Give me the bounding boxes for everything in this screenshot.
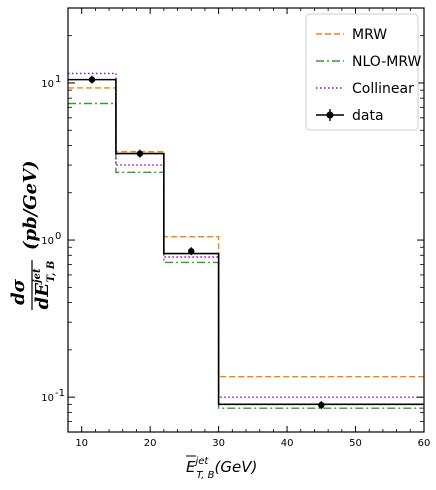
legend-box: [305, 13, 419, 131]
x-tick-label: 10: [75, 438, 88, 449]
y-tick-label: 10: [41, 236, 54, 247]
x-tick-label: 60: [418, 438, 431, 449]
legend-label-nlo-mrw: NLO-MRW: [352, 54, 421, 70]
y-label-denominator-sup: jet: [32, 268, 43, 285]
x-tick-label: 50: [349, 438, 362, 449]
legend-label-collinear: Collinear: [352, 81, 414, 97]
y-label-unit: (pb/GeV): [20, 160, 41, 250]
x-label-main: E: [186, 458, 196, 476]
y-axis-label: dσ dEjet T, B (pb/GeV): [8, 160, 57, 310]
legend-label-mrw: MRW: [352, 27, 387, 43]
y-tick-exponent: 1: [55, 74, 61, 85]
x-label-sub: T, B: [196, 470, 214, 481]
data-point: [88, 76, 96, 83]
x-axis-label: Ejet T, B(GeV): [186, 456, 257, 481]
y-label-denominator-sub: T, B: [46, 261, 57, 283]
legend-label-data: data: [352, 108, 384, 124]
x-label-unit: (GeV): [214, 458, 257, 476]
series-line-mrw: [68, 87, 424, 378]
series-line-data-histogram: [68, 78, 424, 406]
y-label-denominator: dE: [32, 283, 53, 310]
x-tick-label: 20: [144, 438, 157, 449]
legend: MRW NLO-MRW Collinear data: [305, 13, 421, 131]
x-tick-label: 40: [281, 438, 294, 449]
y-tick-label: 10: [41, 393, 54, 404]
y-tick-label: 10: [41, 79, 54, 90]
data-point: [318, 401, 325, 409]
plot-layer: [68, 72, 424, 410]
series-line-nlo-mrw: [68, 102, 424, 409]
legend-swatch-data-marker: [326, 111, 334, 119]
y-tick-exponent: 0: [55, 231, 61, 242]
data-point: [136, 150, 144, 157]
y-label-numerator: dσ: [8, 278, 29, 305]
x-label-sup: jet: [193, 456, 209, 467]
svg-text:dσ: dσ: [8, 278, 29, 305]
x-tick-label: 30: [212, 438, 225, 449]
y-tick-exponent: -1: [55, 388, 65, 399]
data-point: [188, 247, 195, 255]
